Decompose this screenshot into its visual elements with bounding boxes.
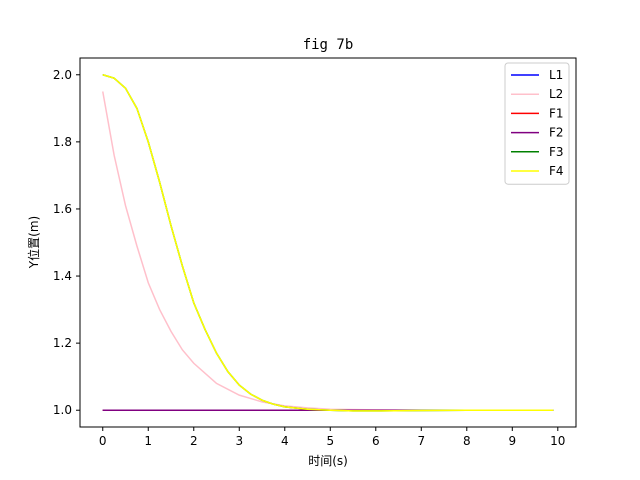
- plot-area: 0 1 2 3 4 5 6 7 8 9 10 1.0 1.2 1.4 1.6 1.8 2.0: [53, 57, 577, 448]
- legend-label-f3: F3: [549, 145, 564, 159]
- legend: L1 L2 F1 F2 F3 F4: [504, 62, 570, 185]
- x-tick-label: 3: [235, 434, 243, 448]
- y-tick-label: 1.2: [53, 336, 72, 350]
- x-axis-ticks: 0 1 2 3 4 5 6 7 8 9 10: [99, 427, 565, 448]
- legend-label-f2: F2: [549, 126, 564, 140]
- y-tick-label: 1.6: [53, 202, 72, 216]
- series-lines: [102, 74, 554, 412]
- y-tick-label: 1.0: [53, 403, 72, 417]
- y-axis-label: Y位置(m): [26, 216, 41, 269]
- x-tick-label: 6: [372, 434, 380, 448]
- x-axis-label: 时间(s): [308, 454, 348, 468]
- x-tick-label: 5: [326, 434, 334, 448]
- x-tick-label: 8: [463, 434, 471, 448]
- x-tick-label: 9: [508, 434, 516, 448]
- legend-label-f1: F1: [549, 106, 564, 120]
- x-tick-label: 10: [550, 434, 565, 448]
- series-line-l2: [102, 91, 554, 411]
- y-tick-label: 1.8: [53, 135, 72, 149]
- x-tick-label: 2: [190, 434, 198, 448]
- legend-label-l2: L2: [549, 87, 563, 101]
- x-tick-label: 7: [417, 434, 425, 448]
- y-axis-ticks: 1.0 1.2 1.4 1.6 1.8 2.0: [53, 68, 80, 417]
- legend-box: [504, 62, 570, 185]
- series-line-f4: [102, 74, 554, 412]
- x-tick-label: 4: [281, 434, 289, 448]
- chart-title: fig 7b: [303, 37, 354, 53]
- x-tick-label: 1: [144, 434, 152, 448]
- plot-frame: [79, 57, 577, 428]
- y-tick-label: 1.4: [53, 269, 72, 283]
- legend-label-f4: F4: [549, 164, 564, 178]
- series-line-f3: [102, 74, 554, 412]
- y-tick-label: 2.0: [53, 68, 72, 82]
- x-tick-label: 0: [99, 434, 107, 448]
- legend-label-l1: L1: [549, 68, 563, 82]
